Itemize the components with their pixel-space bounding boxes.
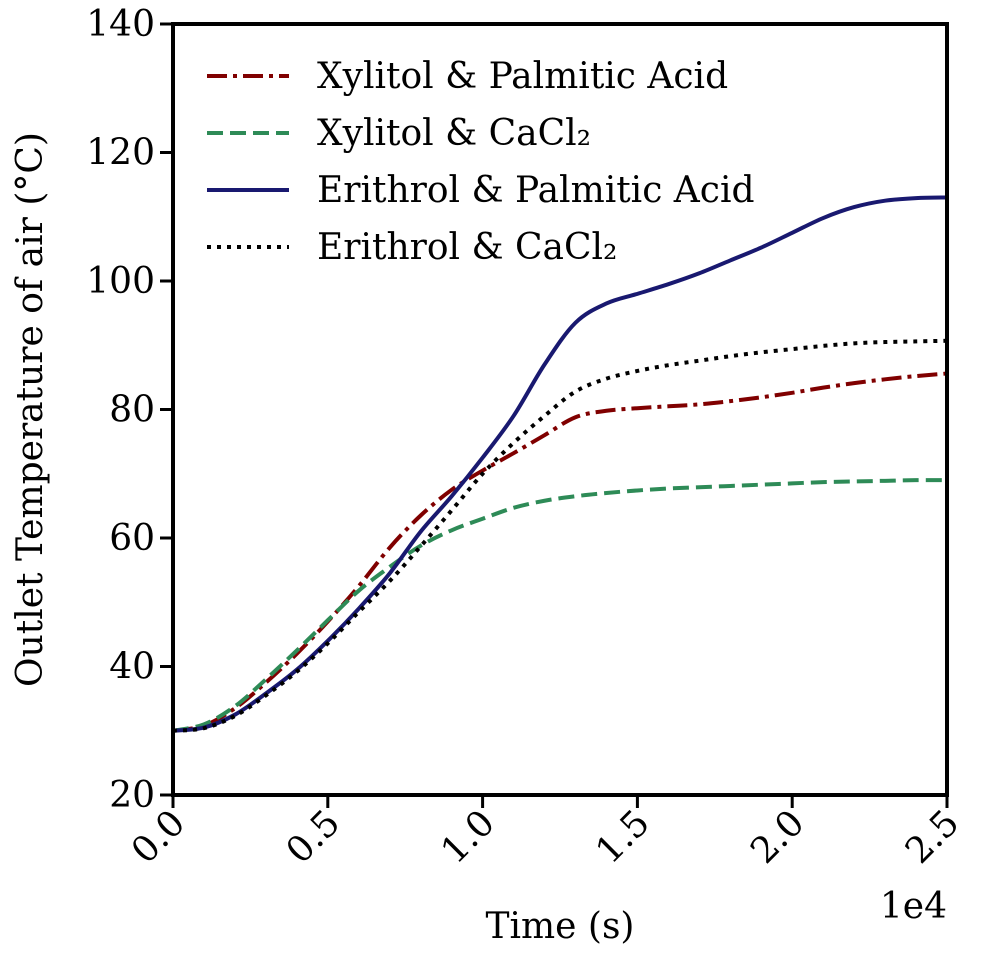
x-tick-label: 1.5	[588, 802, 657, 871]
lines-layer	[172, 195, 948, 733]
legend-label-0: Xylitol & Palmitic Acid	[317, 56, 728, 97]
legend-label-2: Erithrol & Palmitic Acid	[317, 170, 755, 211]
legend: Xylitol & Palmitic Acid Xylitol & CaCl₂ Er…	[207, 56, 755, 268]
series-line-1	[172, 478, 948, 733]
y-tick-label: 140	[86, 4, 155, 45]
y-tick-label: 120	[86, 133, 155, 174]
y-tick-label: 40	[109, 647, 155, 688]
x-tick-label: 2.5	[898, 802, 967, 871]
y-tick-label: 60	[109, 518, 155, 559]
series-line-3	[172, 338, 948, 733]
plot-frame	[171, 22, 949, 797]
y-tick-label: 80	[109, 390, 155, 431]
y-tick-label: 20	[109, 775, 155, 816]
series-line-0	[172, 371, 948, 733]
series-line-2	[172, 195, 948, 733]
x-tick-label: 2.0	[743, 802, 812, 871]
legend-label-3: Erithrol & CaCl₂	[317, 227, 617, 268]
x-tick-label: 0.5	[279, 802, 348, 871]
x-axis-multiplier: 1e4	[880, 886, 947, 927]
y-tick-label: 100	[86, 261, 155, 302]
x-axis-title: Time (s)	[486, 906, 635, 947]
x-tick-label: 1.0	[433, 802, 502, 871]
y-axis-title: Outlet Temperature of air (°C)	[10, 132, 51, 687]
legend-label-1: Xylitol & CaCl₂	[317, 113, 591, 154]
